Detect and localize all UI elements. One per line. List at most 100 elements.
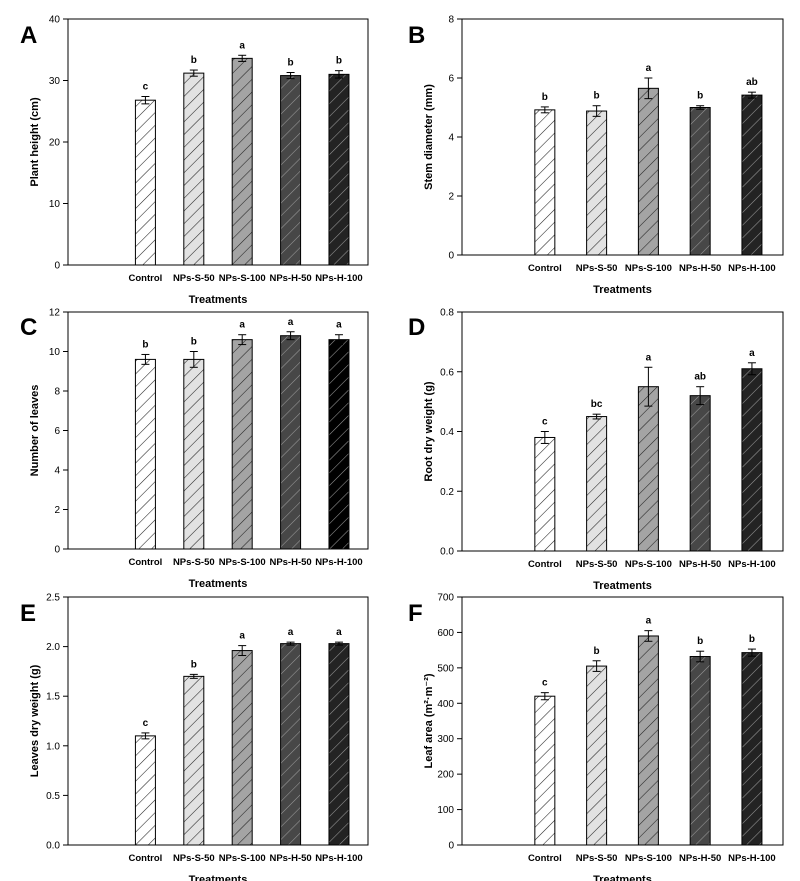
- bar: [231, 57, 253, 266]
- bar: [231, 339, 253, 550]
- y-tick-label: 6: [54, 426, 60, 437]
- significance-letter: a: [288, 627, 294, 638]
- chart-panel-d: D 0.0 0.2 0.4 0.6 0.8 Root dry weight (g) Treat…: [408, 308, 784, 592]
- y-tick-label: 2: [54, 505, 60, 516]
- significance-letter: b: [191, 55, 197, 66]
- x-axis-label: Treatments: [593, 874, 652, 881]
- x-tick-label: NPs-H-100: [315, 557, 363, 568]
- y-axis-label: Number of leaves: [29, 385, 41, 477]
- bar: [280, 643, 302, 846]
- y-tick-label: 0: [54, 545, 60, 556]
- x-tick-label: NPs-H-100: [315, 273, 363, 284]
- bar: [586, 665, 608, 846]
- x-tick-label: NPs-H-100: [315, 853, 363, 864]
- bar: [328, 73, 350, 266]
- y-tick-label: 1.5: [46, 692, 60, 703]
- significance-letter: c: [143, 81, 149, 92]
- x-tick-label: NPs-S-100: [219, 273, 266, 284]
- x-tick-label: NPs-S-50: [173, 853, 215, 864]
- bar: [134, 99, 156, 266]
- bar: [328, 643, 350, 846]
- significance-letter: b: [594, 646, 600, 657]
- panel-label-c: C: [20, 314, 37, 341]
- bar: [534, 109, 556, 256]
- y-tick-label: 0.2: [440, 487, 454, 498]
- bar: [328, 339, 350, 550]
- x-tick-label: NPs-S-100: [625, 853, 672, 864]
- chart-panel-c: C 0 2 4 6 8 10 12 Number of leaves Treatments b Con…: [20, 308, 369, 590]
- bar: [637, 87, 659, 256]
- bar: [280, 335, 302, 550]
- bar: [183, 675, 205, 846]
- y-tick-label: 4: [54, 466, 60, 477]
- x-tick-label: NPs-H-50: [679, 853, 721, 864]
- x-axis-label: Treatments: [189, 578, 248, 590]
- x-tick-label: NPs-H-50: [679, 559, 721, 570]
- x-axis-label: Treatments: [189, 294, 248, 306]
- significance-letter: a: [288, 317, 294, 328]
- bar: [741, 368, 763, 552]
- y-tick-label: 400: [437, 699, 454, 710]
- x-tick-label: NPs-S-100: [219, 557, 266, 568]
- bar: [534, 436, 556, 552]
- y-tick-label: 2.5: [46, 593, 60, 604]
- bar: [637, 635, 659, 846]
- significance-letter: b: [697, 91, 703, 102]
- significance-letter: b: [191, 659, 197, 670]
- y-tick-label: 2: [448, 192, 454, 203]
- y-tick-label: 20: [49, 138, 61, 149]
- y-axis-label: Root dry weight (g): [423, 381, 435, 482]
- y-tick-label: 0: [448, 841, 454, 852]
- plot-frame: [461, 18, 784, 256]
- plot-frame: [67, 18, 369, 266]
- significance-letter: bc: [591, 399, 603, 410]
- chart-panel-f: F 0 100 200 300 400 500 600 700 Leaf area (m²·m⁻²…: [408, 593, 784, 881]
- significance-letter: a: [239, 40, 245, 51]
- x-tick-label: Control: [129, 853, 163, 864]
- significance-letter: b: [697, 636, 703, 647]
- x-tick-label: Control: [528, 559, 562, 570]
- chart-panel-e: E 0.0 0.5 1.0 1.5 2.0 2.5 Leaves dry weight (g)…: [20, 593, 369, 881]
- significance-letter: a: [749, 348, 755, 359]
- y-tick-label: 600: [437, 628, 454, 639]
- panel-label-e: E: [20, 600, 36, 627]
- y-axis-label: Stem diameter (mm): [423, 84, 435, 190]
- x-tick-label: NPs-S-100: [219, 853, 266, 864]
- significance-letter: ab: [694, 372, 706, 383]
- significance-letter: a: [239, 631, 245, 642]
- significance-letter: a: [239, 320, 245, 331]
- significance-letter: b: [749, 634, 755, 645]
- bar: [689, 395, 711, 552]
- y-tick-label: 2.0: [46, 642, 60, 653]
- significance-letter: b: [288, 58, 294, 69]
- x-tick-label: NPs-H-100: [728, 559, 776, 570]
- y-axis-label: Leaf area (m²·m⁻²): [423, 673, 435, 768]
- y-tick-label: 0.5: [46, 791, 60, 802]
- y-tick-label: 0.0: [46, 841, 60, 852]
- bar: [534, 695, 556, 846]
- significance-letter: b: [594, 91, 600, 102]
- x-tick-label: NPs-H-50: [679, 263, 721, 274]
- significance-letter: a: [646, 616, 652, 627]
- y-tick-label: 10: [49, 199, 61, 210]
- significance-letter: b: [542, 92, 548, 103]
- panel-label-d: D: [408, 314, 425, 341]
- x-tick-label: Control: [129, 557, 163, 568]
- y-tick-label: 700: [437, 593, 454, 604]
- x-axis-label: Treatments: [593, 284, 652, 296]
- significance-letter: c: [542, 678, 548, 689]
- y-tick-label: 0: [54, 261, 60, 272]
- bar: [689, 107, 711, 256]
- y-tick-label: 8: [54, 387, 60, 398]
- bar: [280, 75, 302, 266]
- y-tick-label: 1.0: [46, 741, 60, 752]
- bar: [183, 72, 205, 266]
- x-tick-label: NPs-S-50: [576, 559, 618, 570]
- bar: [134, 358, 156, 550]
- bar: [231, 650, 253, 846]
- significance-letter: a: [336, 320, 342, 331]
- bar: [134, 735, 156, 846]
- x-tick-label: NPs-H-100: [728, 853, 776, 864]
- significance-letter: a: [336, 627, 342, 638]
